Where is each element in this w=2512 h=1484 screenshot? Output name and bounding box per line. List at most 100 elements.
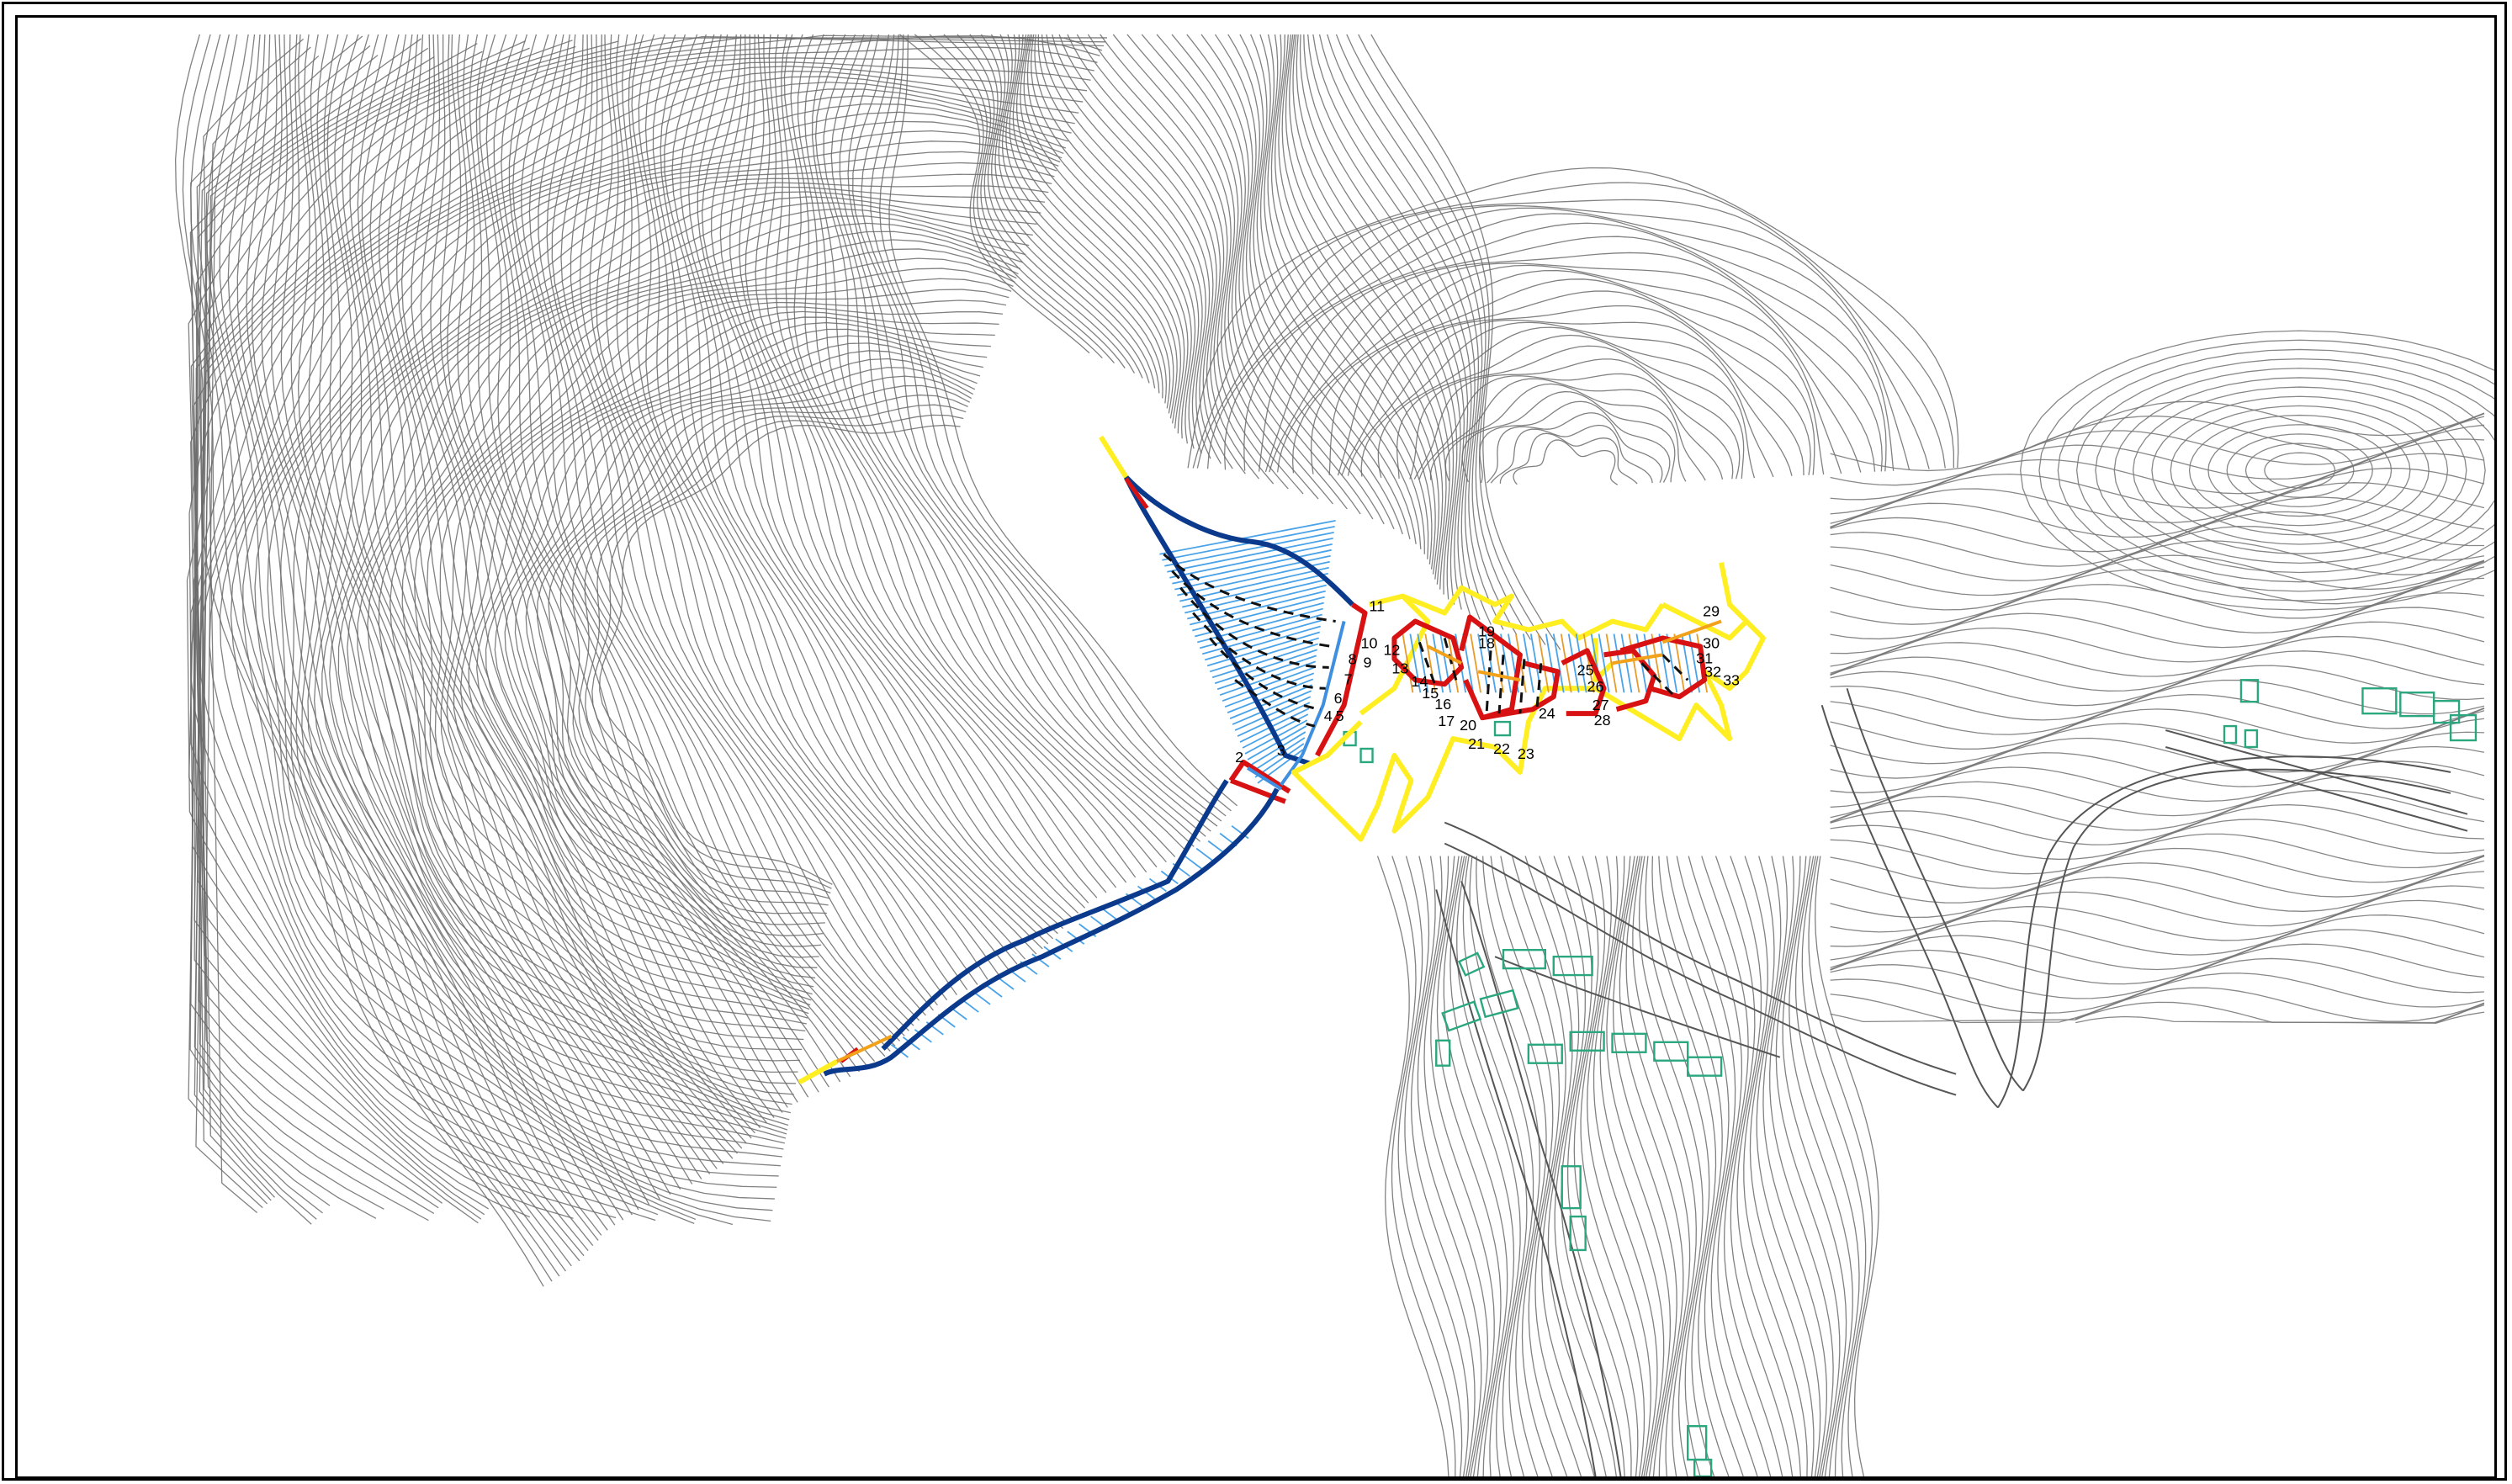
contour-line — [1469, 856, 1534, 1476]
contour-line — [1243, 213, 1895, 471]
contour-line — [1830, 400, 2485, 472]
contour-line — [980, 34, 1150, 384]
contour-line — [2170, 405, 2430, 536]
contour-line — [847, 34, 1211, 832]
contour-line — [475, 34, 829, 1088]
contour-line — [1328, 278, 1815, 475]
hatch-line — [1229, 684, 1313, 719]
contour-line — [1830, 577, 2484, 674]
contour-line — [1052, 34, 1222, 464]
contour-line — [290, 140, 1059, 1150]
hatch-line — [1658, 633, 1671, 693]
contour-line — [823, 34, 1195, 847]
section-label: 23 — [1518, 745, 1534, 762]
contour-line — [1688, 856, 1772, 1476]
section-label: 16 — [1434, 696, 1451, 713]
contour-line — [1830, 693, 2485, 765]
contour-line — [1259, 34, 1422, 549]
contour-line — [1749, 856, 1815, 1476]
contour-line — [765, 34, 1107, 893]
contour-line — [2264, 452, 2336, 489]
hatch-line — [1582, 633, 1595, 693]
contour-line — [314, 182, 1049, 1131]
contour-line — [591, 414, 964, 889]
contour-line — [504, 335, 983, 968]
contour-line — [342, 34, 711, 1174]
contour-line — [476, 316, 995, 995]
contour-line — [697, 34, 1058, 935]
section-label: 4 — [1324, 708, 1333, 724]
contour-line — [242, 103, 1067, 1188]
hatch-line — [1219, 660, 1317, 697]
contour-line — [485, 34, 851, 1078]
contour-line — [861, 34, 1222, 822]
contour-line — [1285, 34, 1447, 585]
contour-line — [1026, 34, 1189, 434]
contour-line — [1337, 290, 1811, 476]
contour-line — [321, 186, 1046, 1126]
map-frame: 2 3 4 5 6 7 8 9 10 11 12 13 14 15 16 17 … — [15, 15, 2497, 1479]
topographic-map[interactable]: 2 3 4 5 6 7 8 9 10 11 12 13 14 15 16 17 … — [18, 18, 2494, 1476]
contour-line — [200, 35, 1106, 1216]
hatch-line — [1598, 633, 1610, 693]
hatch-line — [1620, 633, 1633, 693]
contour-line — [1041, 34, 1203, 454]
contour-line — [329, 191, 1041, 1121]
contour-line — [1606, 856, 1672, 1476]
contour-line — [1377, 326, 1756, 479]
contour-line — [206, 34, 572, 1267]
contour-line — [1830, 482, 2485, 553]
hatch-line — [984, 983, 1003, 998]
hatch-line — [1187, 584, 1327, 620]
contour-line — [400, 34, 755, 1134]
hatch-line — [1567, 633, 1580, 693]
hatch-line — [1485, 633, 1497, 693]
contour-line — [1058, 34, 1233, 469]
contour-line — [485, 321, 991, 988]
contour-line — [1076, 34, 1259, 480]
contour-line — [1599, 856, 1665, 1476]
contour-line — [190, 66, 1088, 1224]
contour-line — [811, 34, 1176, 857]
contour-line — [631, 34, 988, 980]
buildings — [1343, 679, 2478, 1476]
hatch-line — [1167, 537, 1333, 573]
contour-line — [193, 34, 1103, 1218]
section-label: 31 — [1696, 649, 1713, 666]
contour-line — [1830, 855, 2485, 933]
contour-line — [1830, 607, 2485, 677]
section-label: 8 — [1349, 650, 1357, 667]
contour-line — [1539, 856, 1617, 1476]
contour-line — [203, 38, 305, 1213]
contour-line — [1500, 856, 1582, 1476]
hatch-line — [1232, 690, 1312, 725]
contour-line — [2095, 368, 2494, 574]
section-label: 27 — [1593, 697, 1609, 713]
contour-line — [781, 34, 1127, 883]
hatch-line — [1237, 702, 1311, 737]
contour-line — [512, 34, 886, 1057]
contour-line — [839, 34, 1206, 837]
contour-line — [188, 47, 530, 1214]
contour-line — [459, 306, 1004, 1006]
contour-line — [2188, 414, 2411, 527]
contour-line — [888, 34, 1237, 807]
contour-line — [2151, 395, 2449, 545]
contour-line — [1360, 321, 1774, 478]
contour-line — [1830, 540, 2485, 611]
contour-line — [1762, 856, 1828, 1476]
contour-line — [1714, 856, 1794, 1476]
contour-line — [1462, 856, 1528, 1476]
contour-line — [729, 34, 1079, 914]
contour-line — [1289, 34, 1450, 590]
contour-line — [1830, 679, 2485, 750]
contour-line — [195, 46, 311, 1209]
landslide-blocks-central — [1391, 614, 1722, 721]
contour-line — [1830, 899, 2485, 971]
contour-line — [596, 34, 938, 1006]
contour-line — [1830, 560, 2485, 655]
contour-line — [1830, 592, 2485, 676]
contour-line — [188, 61, 1091, 1216]
contour-line — [193, 55, 379, 1225]
contour-line — [878, 34, 1232, 812]
